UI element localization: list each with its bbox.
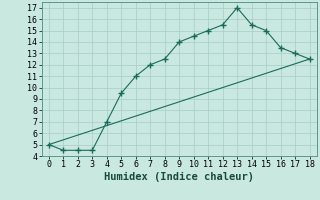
X-axis label: Humidex (Indice chaleur): Humidex (Indice chaleur) xyxy=(104,172,254,182)
